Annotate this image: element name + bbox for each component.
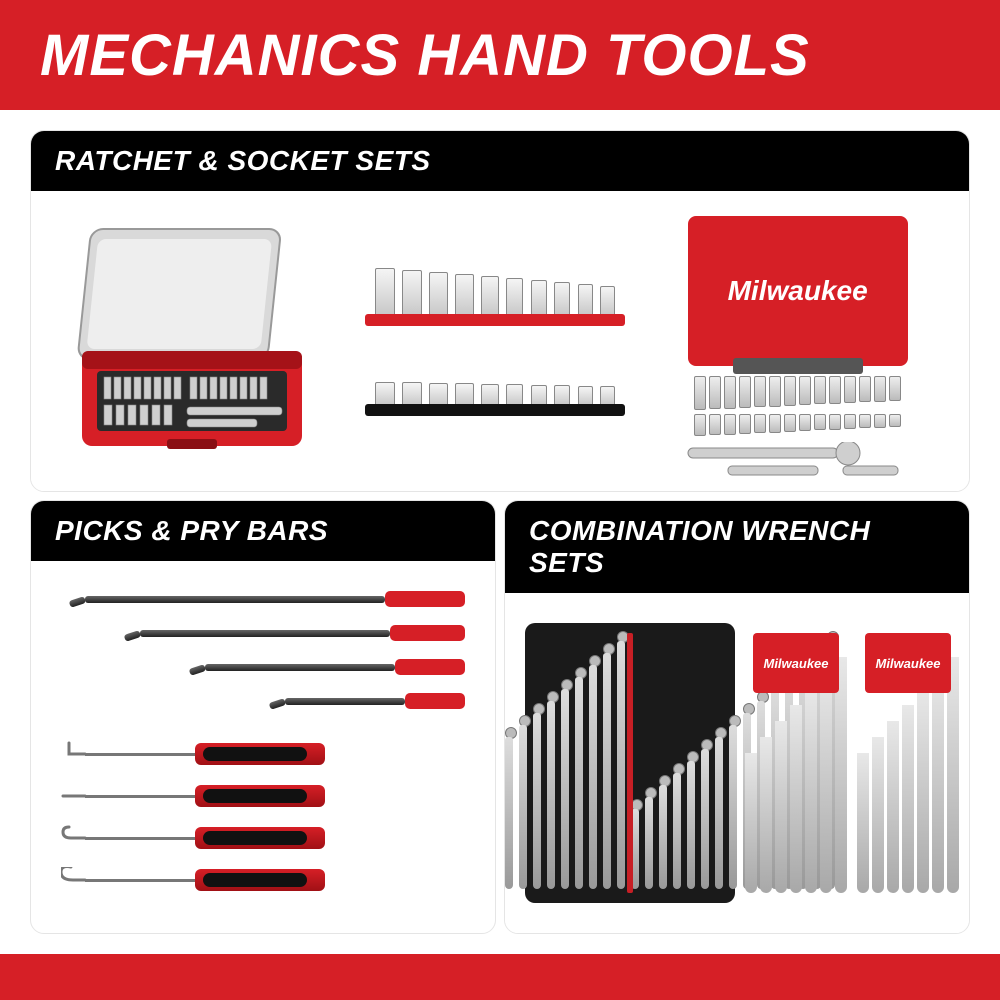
section-body-ratchet: Milwaukee xyxy=(31,191,969,491)
section-header-ratchet: RATCHET & SOCKET SETS xyxy=(31,131,969,191)
wrench-tray xyxy=(525,623,735,903)
header-bar: MECHANICS HAND TOOLS xyxy=(0,0,1000,110)
socket-rail-deep xyxy=(365,266,625,326)
row-2: PICKS & PRY BARS COMBINATION WRENCH SETS… xyxy=(30,500,970,934)
page-title: MECHANICS HAND TOOLS xyxy=(40,22,810,89)
brand-logo-text: Milwaukee xyxy=(728,275,868,307)
section-header-wrench: COMBINATION WRENCH SETS xyxy=(505,501,969,593)
brand-logo-text: Milwaukee xyxy=(875,656,940,671)
wrench-rack-b: Milwaukee xyxy=(857,633,959,893)
footer-bar xyxy=(0,954,1000,1000)
section-header-picks: PICKS & PRY BARS xyxy=(31,501,495,561)
section-body-wrench: Milwaukee Milwaukee xyxy=(505,593,969,933)
section-body-picks xyxy=(31,561,495,901)
socket-rail-shallow xyxy=(365,356,625,416)
content-area: RATCHET & SOCKET SETS xyxy=(0,110,1000,954)
section-ratchet-socket: RATCHET & SOCKET SETS xyxy=(30,130,970,492)
section-picks-pry: PICKS & PRY BARS xyxy=(30,500,496,934)
product-packout-case xyxy=(72,221,322,461)
socket-spread xyxy=(668,376,928,466)
ratchet-icon xyxy=(668,442,928,482)
wrench-products: Milwaukee Milwaukee xyxy=(525,623,949,903)
section-combo-wrench: COMBINATION WRENCH SETS Milwaukee Milwau… xyxy=(504,500,970,934)
brand-logo-text: Milwaukee xyxy=(763,656,828,671)
product-socket-rails xyxy=(365,266,625,416)
wrench-rack-a: Milwaukee xyxy=(745,633,847,893)
product-red-case-set: Milwaukee xyxy=(668,216,928,466)
red-case: Milwaukee xyxy=(688,216,908,366)
